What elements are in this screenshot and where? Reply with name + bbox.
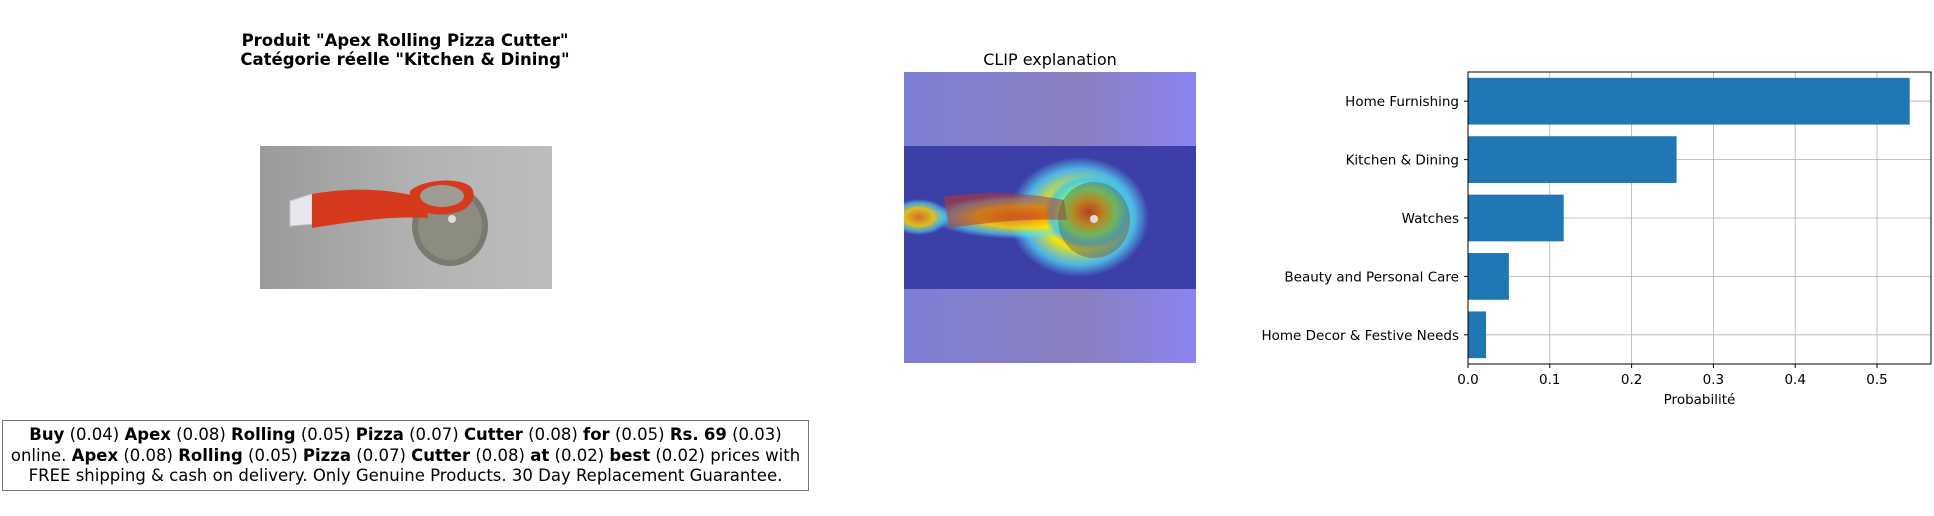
product-title-line2: Catégorie réelle "Kitchen & Dining" — [240, 50, 570, 69]
caption-score: (0.08) — [176, 425, 226, 444]
bar — [1468, 253, 1509, 300]
y-tick-label: Home Furnishing — [1345, 94, 1459, 110]
caption-word: Cutter — [411, 445, 471, 465]
caption-word: Cutter — [463, 425, 523, 444]
y-tick-label: Beauty and Personal Care — [1284, 269, 1459, 285]
caption-line2: online. Apex (0.08) Rolling (0.05) Pizza… — [3, 446, 808, 467]
product-title-line1: Produit "Apex Rolling Pizza Cutter" — [241, 31, 569, 50]
caption-word: at — [530, 445, 550, 465]
caption-score: (0.05) — [614, 425, 665, 444]
bar — [1468, 311, 1486, 359]
caption-word: Rolling — [231, 425, 296, 444]
caption-score: (0.03) — [732, 425, 782, 444]
x-tick-label: 0.5 — [1866, 372, 1887, 388]
caption-box: Buy (0.04) Apex (0.08) Rolling (0.05) Pi… — [2, 420, 809, 491]
product-title: Produit "Apex Rolling Pizza Cutter" Caté… — [200, 31, 610, 69]
caption-word: 69 — [703, 425, 727, 444]
y-tick-label: Watches — [1402, 211, 1459, 227]
x-tick-label: 0.4 — [1784, 372, 1805, 388]
x-tick-label: 0.2 — [1621, 372, 1642, 388]
bar — [1468, 136, 1677, 183]
x-tick-label: 0.0 — [1457, 372, 1478, 388]
caption-score: (0.02) — [655, 445, 705, 465]
caption-score: (0.05) — [248, 445, 298, 465]
caption-word: Apex — [124, 425, 171, 444]
caption-word: Pizza — [302, 445, 352, 465]
bar — [1468, 194, 1564, 242]
caption-word: best — [609, 445, 651, 465]
caption-word: Apex — [71, 445, 119, 465]
x-axis-label: Probabilité — [1664, 392, 1736, 408]
caption-word: Rs. — [669, 425, 699, 444]
caption-text: online. — [10, 445, 67, 465]
caption-score: (0.07) — [409, 425, 459, 444]
caption-text: prices with — [710, 445, 801, 465]
caption-score: (0.05) — [300, 425, 351, 444]
clip-explanation-title: CLIP explanation — [983, 50, 1117, 69]
x-tick-labels: 0.0 0.1 0.2 0.3 0.4 0.5 — [1457, 364, 1888, 388]
caption-score: (0.02) — [554, 445, 605, 465]
bars — [1468, 77, 1910, 359]
pizza-cutter-image — [289, 180, 488, 266]
caption-score: (0.04) — [69, 425, 120, 444]
x-tick-label: 0.1 — [1539, 372, 1560, 388]
y-tick-label: Kitchen & Dining — [1346, 153, 1459, 169]
y-tick-labels: Home Furnishing Kitchen & Dining Watches Be… — [1261, 94, 1468, 344]
caption-score: (0.08) — [475, 445, 525, 465]
caption-line3: FREE shipping & cash on delivery. Only G… — [28, 466, 783, 485]
caption-score: (0.07) — [356, 445, 406, 465]
caption-score: (0.08) — [123, 445, 173, 465]
product-photo — [260, 146, 552, 289]
caption-word: Buy — [29, 425, 65, 444]
clip-heatmap — [904, 72, 1196, 363]
caption-word: Pizza — [355, 425, 404, 444]
caption-word: Rolling — [178, 445, 243, 465]
x-tick-label: 0.3 — [1703, 372, 1724, 388]
y-tick-label: Home Decor & Festive Needs — [1261, 328, 1459, 344]
clip-heatmap-image — [904, 72, 1196, 363]
bar — [1468, 77, 1910, 125]
caption-word: for — [583, 425, 610, 444]
caption-score: (0.08) — [528, 425, 578, 444]
caption-line1: Buy (0.04) Apex (0.08) Rolling (0.05) Pi… — [3, 425, 808, 446]
